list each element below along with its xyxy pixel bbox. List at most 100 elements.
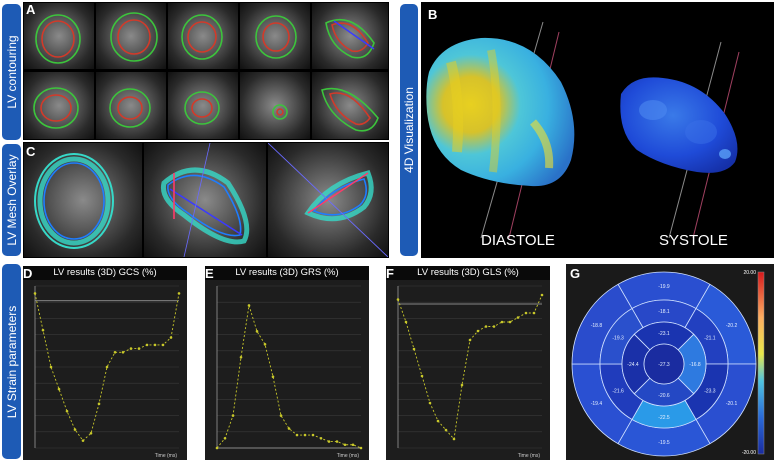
lv-strain-label: LV Strain parameters xyxy=(2,264,21,459)
lv-contouring-text: LV contouring xyxy=(4,35,19,109)
segment-value: -21.6 xyxy=(612,389,624,395)
mri-frame xyxy=(24,72,94,139)
diastole-label: DIASTOLE xyxy=(481,232,555,249)
mri-frame xyxy=(168,72,238,139)
data-point xyxy=(113,350,117,354)
segment-value: -23.3 xyxy=(704,389,716,395)
data-point xyxy=(223,436,227,440)
mri-frame xyxy=(96,72,166,139)
segment-value: -20.2 xyxy=(726,323,738,329)
mri-frame xyxy=(312,3,388,69)
colorbar-min-label: -20.00 xyxy=(742,450,756,456)
mesh-overlay xyxy=(160,143,250,257)
data-point xyxy=(319,436,323,440)
lv-strain-text: LV Strain parameters xyxy=(4,305,19,418)
data-point xyxy=(404,320,408,324)
data-point xyxy=(177,292,181,295)
segment-value: -19.5 xyxy=(658,440,670,446)
series-line xyxy=(216,305,362,449)
segment-value: -22.5 xyxy=(658,415,670,421)
data-point xyxy=(516,316,520,319)
data-point xyxy=(105,365,109,369)
grs-plot: Time (ms) xyxy=(215,285,363,459)
data-point xyxy=(540,293,544,297)
mri-frame xyxy=(96,3,166,69)
lv-mesh-text: LV Mesh Overlay xyxy=(4,154,19,246)
data-point xyxy=(169,336,173,339)
4d-render xyxy=(426,21,740,239)
colorbar-max-label: 20.00 xyxy=(743,270,756,276)
data-point xyxy=(412,347,416,351)
contour-overlay xyxy=(181,14,223,60)
data-point xyxy=(444,428,448,432)
x-axis-label: Time (ms) xyxy=(155,453,178,459)
data-point xyxy=(484,325,488,328)
segment-value: -16.8 xyxy=(689,362,701,368)
panel-letter-b: B xyxy=(428,7,438,22)
panel-g-bullseye: -19.9 -20.2 -20.1 -19.5 -19.4 -18.8 -18.1 -21.1… xyxy=(566,264,774,460)
panel-letter-e: E xyxy=(205,266,214,281)
segment-value: -27.3 xyxy=(658,362,670,368)
data-point xyxy=(137,347,141,350)
contour-overlay xyxy=(255,15,297,59)
bullseye-plot: -19.9 -20.2 -20.1 -19.5 -19.4 -18.8 -18.1 -21.1… xyxy=(571,270,765,457)
contour-overlay xyxy=(272,104,288,120)
panel-letter-f: F xyxy=(386,266,394,281)
panel-f-gls-chart: LV results (3D) GLS (%) Time (ms) F xyxy=(386,266,550,460)
data-point xyxy=(524,311,528,315)
mri-frame xyxy=(24,3,94,69)
mri-frame xyxy=(312,72,388,139)
data-point xyxy=(500,320,504,324)
contour-overlay xyxy=(35,14,81,64)
data-point xyxy=(476,329,480,333)
data-point xyxy=(452,437,456,441)
panel-d-gcs-chart: LV results (3D) GCS (%) Time (ms) D xyxy=(23,266,187,460)
systole-label: SYSTOLE xyxy=(659,232,728,249)
panel-e-grs-chart: LV results (3D) GRS (%) Time (ms) E xyxy=(205,266,369,460)
mri-frame xyxy=(240,72,310,139)
data-point xyxy=(65,409,69,413)
4d-visualization-label: 4D Visualization xyxy=(400,4,418,256)
segment-value: -19.3 xyxy=(612,336,624,342)
data-point xyxy=(460,383,464,387)
mesh-overlay xyxy=(268,143,388,257)
data-point xyxy=(57,387,61,391)
contour-overlay xyxy=(109,88,151,128)
data-point xyxy=(145,343,149,347)
data-point xyxy=(41,328,45,332)
data-point xyxy=(311,433,315,437)
data-point xyxy=(436,419,440,423)
chart-title: LV results (3D) GLS (%) xyxy=(386,266,550,280)
mesh-long-axis-2ch xyxy=(144,143,266,257)
mesh-overlay xyxy=(34,153,114,249)
x-axis-label: Time (ms) xyxy=(518,453,541,459)
systole-mesh xyxy=(620,77,738,173)
panel-a-contouring: A xyxy=(23,2,389,140)
data-point xyxy=(396,298,400,301)
data-point xyxy=(508,320,512,324)
data-point xyxy=(492,325,496,328)
x-axis-label: Time (ms) xyxy=(337,453,360,459)
data-point xyxy=(428,401,432,405)
panel-c-mesh: C xyxy=(23,142,389,258)
panel-letter-a: A xyxy=(26,2,36,17)
diastole-mesh xyxy=(426,37,575,187)
lv-mesh-label: LV Mesh Overlay xyxy=(2,144,21,256)
data-point xyxy=(343,443,347,447)
data-point xyxy=(287,427,291,430)
data-point xyxy=(89,431,93,435)
mesh-long-axis-4ch xyxy=(268,143,388,257)
data-point xyxy=(129,347,133,350)
data-point xyxy=(255,330,259,333)
segment-value: -24.4 xyxy=(627,362,639,368)
data-point xyxy=(271,375,275,379)
data-point xyxy=(359,446,363,450)
panel-letter-g: G xyxy=(570,266,581,281)
data-point xyxy=(247,304,251,307)
segment-value: -19.9 xyxy=(658,284,670,290)
data-point xyxy=(420,374,424,378)
mri-frame xyxy=(168,3,238,69)
contour-overlay xyxy=(184,91,220,125)
segment-value: -23.1 xyxy=(658,331,670,337)
data-point xyxy=(97,402,101,406)
